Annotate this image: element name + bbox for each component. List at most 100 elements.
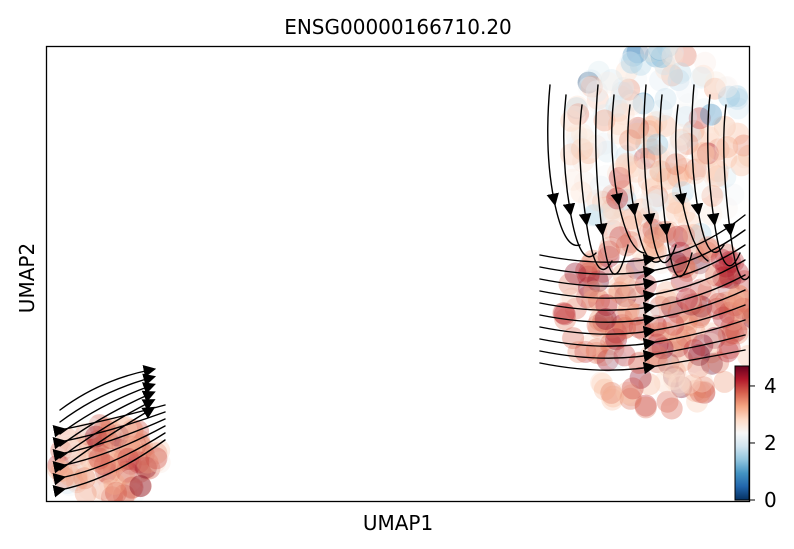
scatter-point bbox=[639, 141, 662, 164]
scatter-point bbox=[637, 158, 660, 181]
scatter-point bbox=[666, 335, 689, 358]
scatter-point bbox=[715, 147, 738, 170]
scatter-point bbox=[690, 66, 713, 89]
scatter-point bbox=[719, 250, 741, 273]
scatter-point bbox=[605, 96, 628, 119]
scatter-point bbox=[706, 160, 729, 183]
scatter-point bbox=[667, 69, 690, 92]
scatter-point bbox=[674, 46, 697, 67]
scatter-point bbox=[634, 394, 657, 417]
scatter-point bbox=[592, 190, 614, 213]
scatter-point bbox=[642, 193, 665, 216]
scatter-point bbox=[580, 69, 603, 92]
scatter-point bbox=[605, 95, 628, 118]
scatter-point bbox=[593, 109, 616, 132]
scatter-point bbox=[700, 133, 723, 156]
streamline bbox=[539, 304, 746, 339]
streamline bbox=[642, 84, 677, 264]
scatter-point bbox=[582, 289, 605, 312]
scatter-point bbox=[703, 77, 726, 100]
chart-title: ENSG00000166710.20 bbox=[284, 15, 512, 39]
scatter-point bbox=[669, 328, 692, 351]
scatter-point bbox=[611, 314, 634, 337]
scatter-point bbox=[613, 344, 636, 367]
scatter-point bbox=[692, 64, 715, 87]
scatter-point bbox=[650, 46, 673, 68]
streamline bbox=[690, 84, 725, 253]
scatter-point bbox=[621, 155, 644, 178]
scatter-point bbox=[688, 107, 711, 130]
scatter-point bbox=[607, 162, 629, 185]
scatter-point bbox=[706, 165, 729, 188]
scatter-point bbox=[614, 317, 636, 339]
scatter-point bbox=[671, 349, 694, 372]
scatter-point bbox=[586, 91, 609, 113]
scatter-point bbox=[731, 297, 750, 320]
scatter-point bbox=[687, 129, 710, 152]
scatter-point bbox=[648, 166, 671, 189]
scatter-point bbox=[656, 46, 679, 58]
streamline bbox=[539, 349, 746, 375]
scatter-point bbox=[561, 168, 584, 191]
scatter-point bbox=[713, 370, 736, 393]
scatter-point bbox=[615, 145, 638, 167]
scatter-point bbox=[642, 234, 665, 257]
scatter-point bbox=[667, 254, 690, 277]
scatter-point bbox=[621, 377, 644, 400]
scatter-point bbox=[614, 154, 637, 177]
scatter-point bbox=[675, 315, 698, 338]
scatter-point bbox=[625, 257, 648, 280]
scatter-point bbox=[658, 162, 681, 185]
scatter-point bbox=[646, 133, 669, 156]
scatter-point bbox=[635, 133, 658, 156]
streamline bbox=[539, 289, 746, 327]
scatter-point bbox=[689, 381, 712, 404]
scatter-point bbox=[634, 157, 657, 180]
scatter-point bbox=[661, 64, 684, 87]
scatter-point bbox=[612, 77, 634, 99]
scatter-point bbox=[570, 138, 593, 161]
scatter-point bbox=[606, 219, 629, 242]
scatter-point bbox=[689, 222, 712, 245]
streamline bbox=[539, 274, 746, 315]
scatter-point bbox=[688, 306, 711, 329]
scatter-point bbox=[574, 171, 596, 194]
streamline bbox=[539, 244, 746, 291]
scatter-point bbox=[647, 145, 670, 168]
colorbar-bar bbox=[734, 365, 750, 501]
scatter-point bbox=[625, 160, 647, 183]
scatter-point bbox=[677, 211, 700, 234]
scatter-point bbox=[618, 175, 640, 198]
scatter-point bbox=[615, 152, 638, 175]
scatter-point bbox=[610, 307, 633, 330]
scatter-point bbox=[646, 144, 669, 167]
scatter-point bbox=[648, 46, 671, 61]
scatter-point bbox=[665, 201, 688, 224]
scatter-point bbox=[637, 169, 660, 192]
scatter-point bbox=[732, 308, 750, 331]
scatter-point bbox=[575, 259, 598, 282]
scatter-point bbox=[608, 281, 631, 304]
scatter-point bbox=[560, 143, 582, 166]
scatter-point bbox=[592, 310, 615, 333]
scatter-point bbox=[617, 299, 640, 322]
scatter-point bbox=[672, 103, 695, 126]
scatter-point bbox=[600, 288, 623, 311]
scatter-point bbox=[719, 267, 742, 290]
scatter-point bbox=[718, 85, 741, 108]
streamline bbox=[674, 104, 709, 262]
scatter-point bbox=[677, 93, 700, 116]
scatter-point bbox=[577, 265, 600, 288]
scatter-point bbox=[649, 69, 672, 92]
scatter-point bbox=[689, 304, 712, 327]
scatter-point bbox=[673, 157, 696, 180]
scatter-point bbox=[616, 381, 639, 404]
scatter-point bbox=[666, 225, 688, 248]
scatter-point bbox=[668, 371, 691, 394]
scatter-point bbox=[565, 97, 588, 120]
scatter-point bbox=[596, 71, 619, 94]
scatter-point bbox=[641, 138, 664, 161]
scatter-point bbox=[691, 370, 713, 393]
scatter-point bbox=[650, 99, 673, 122]
scatter-point bbox=[669, 62, 692, 85]
